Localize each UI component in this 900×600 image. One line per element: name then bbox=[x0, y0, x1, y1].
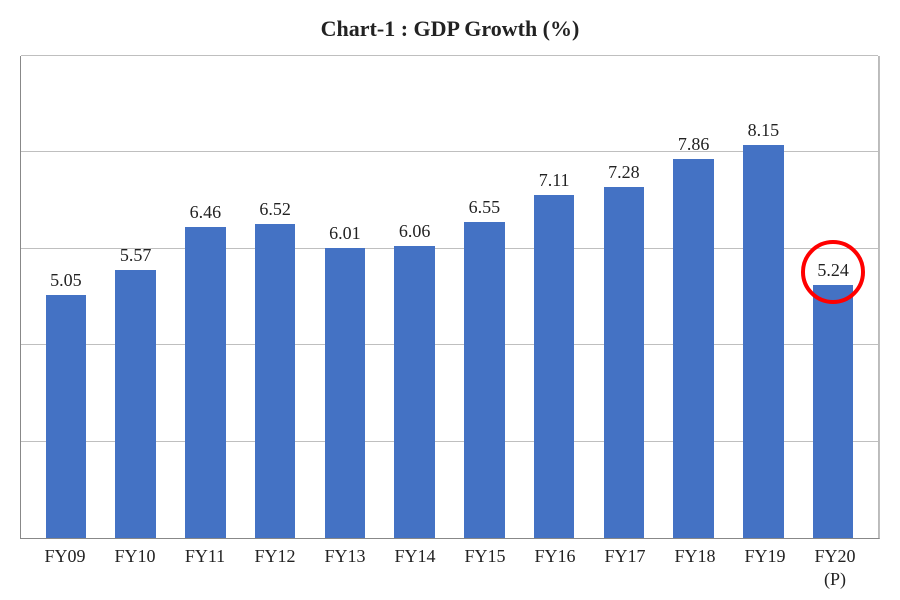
bar bbox=[743, 145, 783, 538]
bar-slot: 6.52 bbox=[240, 56, 310, 538]
bar-value-label: 7.11 bbox=[539, 170, 570, 191]
bar bbox=[185, 227, 225, 538]
x-tick-label: FY20 (P) bbox=[800, 545, 870, 590]
x-tick-label: FY14 bbox=[380, 545, 450, 590]
bar-value-label: 5.24 bbox=[817, 260, 849, 281]
bar bbox=[813, 285, 853, 538]
bar bbox=[534, 195, 574, 538]
bar-value-label: 6.01 bbox=[329, 223, 361, 244]
bar-slot: 6.46 bbox=[171, 56, 241, 538]
x-tick-label: FY19 bbox=[730, 545, 800, 590]
x-tick-label: FY12 bbox=[240, 545, 310, 590]
bar-slot: 6.55 bbox=[450, 56, 520, 538]
bar-slot: 8.15 bbox=[729, 56, 799, 538]
x-tick-label: FY13 bbox=[310, 545, 380, 590]
bar-value-label: 7.28 bbox=[608, 162, 640, 183]
x-tick-label: FY15 bbox=[450, 545, 520, 590]
plot-area: 5.05 5.57 6.46 6.52 6.01 6.06 6.55 7.11 7.28 7.86… bbox=[20, 56, 880, 539]
bar bbox=[464, 222, 504, 538]
bar bbox=[115, 270, 155, 538]
bar-slot: 7.28 bbox=[589, 56, 659, 538]
bar-value-label: 8.15 bbox=[748, 120, 780, 141]
x-tick-label: FY18 bbox=[660, 545, 730, 590]
x-tick-label: FY09 bbox=[30, 545, 100, 590]
bar bbox=[255, 224, 295, 538]
chart-title: Chart-1 : GDP Growth (%) bbox=[20, 16, 880, 42]
bar-slot: 5.05 bbox=[31, 56, 101, 538]
x-tick-label: FY10 bbox=[100, 545, 170, 590]
x-tick-label: FY17 bbox=[590, 545, 660, 590]
x-tick-label: FY11 bbox=[170, 545, 240, 590]
bar bbox=[673, 159, 713, 538]
plot-inner: 5.05 5.57 6.46 6.52 6.01 6.06 6.55 7.11 7.28 7.86… bbox=[21, 56, 879, 538]
x-axis: FY09FY10FY11FY12FY13FY14FY15FY16FY17FY18… bbox=[20, 539, 880, 590]
bar bbox=[394, 246, 434, 538]
bar-slot: 6.01 bbox=[310, 56, 380, 538]
x-tick-label: FY16 bbox=[520, 545, 590, 590]
bar-value-label: 6.55 bbox=[469, 197, 501, 218]
bar bbox=[325, 248, 365, 538]
bar-value-label: 5.57 bbox=[120, 245, 152, 266]
bar bbox=[604, 187, 644, 538]
chart-container: Chart-1 : GDP Growth (%) 5.05 5.57 6.46 6.5… bbox=[0, 0, 900, 600]
bar-slot: 5.57 bbox=[101, 56, 171, 538]
bar-value-label: 6.46 bbox=[190, 202, 222, 223]
bar-slot: 7.86 bbox=[659, 56, 729, 538]
bar-slot: 5.24 bbox=[798, 56, 868, 538]
bar-slot: 6.06 bbox=[380, 56, 450, 538]
bar-value-label: 5.05 bbox=[50, 270, 82, 291]
bar-slot: 7.11 bbox=[519, 56, 589, 538]
bar-value-label: 6.52 bbox=[259, 199, 291, 220]
bar-value-label: 6.06 bbox=[399, 221, 431, 242]
bars-row: 5.05 5.57 6.46 6.52 6.01 6.06 6.55 7.11 7.28 7.86… bbox=[21, 56, 878, 538]
bar-value-label: 7.86 bbox=[678, 134, 710, 155]
bar bbox=[46, 295, 86, 538]
